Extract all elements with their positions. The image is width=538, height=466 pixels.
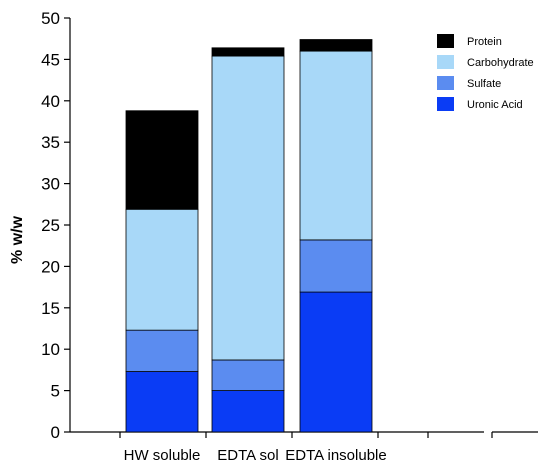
x-tick-label: EDTA insoluble bbox=[285, 447, 386, 464]
bars bbox=[125, 39, 373, 433]
y-tick-label: 5 bbox=[51, 382, 60, 401]
y-axis-label: % w/w bbox=[9, 215, 26, 264]
y-tick-label: 10 bbox=[41, 340, 60, 359]
legend-swatch bbox=[437, 55, 454, 69]
legend-entry: Uronic Acid bbox=[467, 99, 523, 111]
y-tick-label: 30 bbox=[41, 175, 60, 194]
bar-segment-sulfate bbox=[125, 329, 199, 372]
y-tick-label: 40 bbox=[41, 92, 60, 111]
legend-swatch bbox=[437, 97, 454, 111]
y-tick-label: 20 bbox=[41, 257, 60, 276]
y-tick-label: 15 bbox=[41, 299, 60, 318]
bar-segment-protein bbox=[211, 47, 285, 57]
bar-segment-uronic-acid bbox=[299, 291, 373, 433]
y-tick-label: 45 bbox=[41, 50, 60, 69]
legend-swatch bbox=[437, 76, 454, 90]
bar-segment-uronic-acid bbox=[125, 371, 199, 433]
x-tick-label: HW soluble bbox=[124, 447, 201, 464]
legend-entry: Protein bbox=[467, 36, 502, 48]
bar-segment-sulfate bbox=[299, 239, 373, 293]
legend: Protein Carbohydrate Sulfate Uronic Acid bbox=[437, 34, 534, 111]
legend-entry: Sulfate bbox=[467, 78, 501, 90]
y-tick-label: 0 bbox=[51, 423, 60, 442]
bar-segment-sulfate bbox=[211, 359, 285, 391]
y-tick-labels: 0 5 10 15 20 25 30 35 40 45 50 bbox=[41, 9, 60, 442]
bar-segment-carbohydrate bbox=[211, 55, 285, 361]
bar-segment-protein bbox=[299, 39, 373, 52]
y-tick-label: 50 bbox=[41, 9, 60, 28]
bar-segment-carbohydrate bbox=[125, 208, 199, 331]
x-tick-labels: HW soluble EDTA sol EDTA insoluble bbox=[124, 447, 387, 464]
bar-segment-uronic-acid bbox=[211, 390, 285, 433]
bar-segment-carbohydrate bbox=[299, 50, 373, 241]
legend-entry: Carbohydrate bbox=[467, 57, 534, 69]
y-tick-label: 25 bbox=[41, 216, 60, 235]
x-tick-label: EDTA sol bbox=[217, 447, 278, 464]
y-tick-label: 35 bbox=[41, 133, 60, 152]
legend-swatch bbox=[437, 34, 454, 48]
bar-segment-protein bbox=[125, 110, 199, 210]
